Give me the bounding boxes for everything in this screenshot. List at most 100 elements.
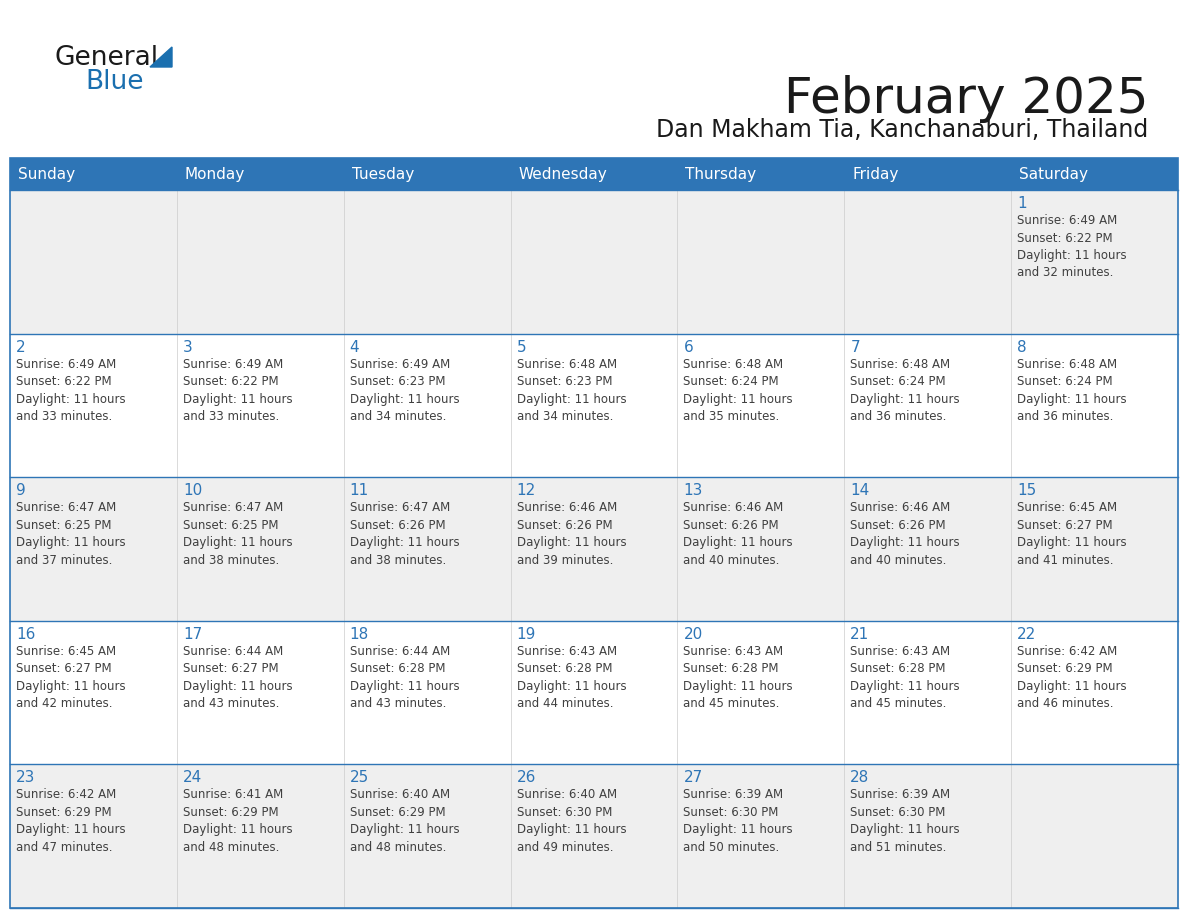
Text: Sunrise: 6:49 AM
Sunset: 6:22 PM
Daylight: 11 hours
and 33 minutes.: Sunrise: 6:49 AM Sunset: 6:22 PM Dayligh… xyxy=(15,358,126,423)
Text: February 2025: February 2025 xyxy=(784,75,1148,123)
Text: Sunday: Sunday xyxy=(18,166,75,182)
Bar xyxy=(1011,333,1178,477)
Bar xyxy=(343,621,511,765)
Text: 26: 26 xyxy=(517,770,536,786)
Text: Sunrise: 6:49 AM
Sunset: 6:23 PM
Daylight: 11 hours
and 34 minutes.: Sunrise: 6:49 AM Sunset: 6:23 PM Dayligh… xyxy=(349,358,460,423)
Bar xyxy=(845,190,1011,333)
Text: 16: 16 xyxy=(15,627,36,642)
Text: 10: 10 xyxy=(183,483,202,498)
Bar xyxy=(1011,765,1178,908)
Bar xyxy=(511,190,677,333)
Text: Sunrise: 6:47 AM
Sunset: 6:25 PM
Daylight: 11 hours
and 38 minutes.: Sunrise: 6:47 AM Sunset: 6:25 PM Dayligh… xyxy=(183,501,292,566)
Text: 22: 22 xyxy=(1017,627,1036,642)
Text: 11: 11 xyxy=(349,483,369,498)
Text: Blue: Blue xyxy=(86,69,144,95)
Text: Sunrise: 6:39 AM
Sunset: 6:30 PM
Daylight: 11 hours
and 50 minutes.: Sunrise: 6:39 AM Sunset: 6:30 PM Dayligh… xyxy=(683,789,794,854)
Text: 27: 27 xyxy=(683,770,702,786)
Bar xyxy=(677,477,845,621)
Text: 24: 24 xyxy=(183,770,202,786)
Text: 25: 25 xyxy=(349,770,369,786)
Bar xyxy=(10,765,177,908)
Text: 5: 5 xyxy=(517,340,526,354)
Text: 9: 9 xyxy=(15,483,26,498)
Text: 20: 20 xyxy=(683,627,702,642)
Text: Sunrise: 6:41 AM
Sunset: 6:29 PM
Daylight: 11 hours
and 48 minutes.: Sunrise: 6:41 AM Sunset: 6:29 PM Dayligh… xyxy=(183,789,292,854)
Bar xyxy=(10,158,1178,908)
Bar xyxy=(10,190,177,333)
Text: Sunrise: 6:49 AM
Sunset: 6:22 PM
Daylight: 11 hours
and 33 minutes.: Sunrise: 6:49 AM Sunset: 6:22 PM Dayligh… xyxy=(183,358,292,423)
Text: Sunrise: 6:48 AM
Sunset: 6:24 PM
Daylight: 11 hours
and 36 minutes.: Sunrise: 6:48 AM Sunset: 6:24 PM Dayligh… xyxy=(851,358,960,423)
Bar xyxy=(1011,477,1178,621)
Text: 7: 7 xyxy=(851,340,860,354)
Bar xyxy=(10,333,177,477)
Text: 8: 8 xyxy=(1017,340,1026,354)
Bar xyxy=(677,765,845,908)
Bar xyxy=(177,621,343,765)
Text: 18: 18 xyxy=(349,627,369,642)
Text: 21: 21 xyxy=(851,627,870,642)
Text: Sunrise: 6:48 AM
Sunset: 6:24 PM
Daylight: 11 hours
and 36 minutes.: Sunrise: 6:48 AM Sunset: 6:24 PM Dayligh… xyxy=(1017,358,1126,423)
Text: General: General xyxy=(55,45,159,71)
Text: 17: 17 xyxy=(183,627,202,642)
Text: 2: 2 xyxy=(15,340,26,354)
Bar xyxy=(10,477,177,621)
Text: Sunrise: 6:48 AM
Sunset: 6:23 PM
Daylight: 11 hours
and 34 minutes.: Sunrise: 6:48 AM Sunset: 6:23 PM Dayligh… xyxy=(517,358,626,423)
Text: Sunrise: 6:42 AM
Sunset: 6:29 PM
Daylight: 11 hours
and 47 minutes.: Sunrise: 6:42 AM Sunset: 6:29 PM Dayligh… xyxy=(15,789,126,854)
Text: Sunrise: 6:47 AM
Sunset: 6:26 PM
Daylight: 11 hours
and 38 minutes.: Sunrise: 6:47 AM Sunset: 6:26 PM Dayligh… xyxy=(349,501,460,566)
Text: Sunrise: 6:46 AM
Sunset: 6:26 PM
Daylight: 11 hours
and 39 minutes.: Sunrise: 6:46 AM Sunset: 6:26 PM Dayligh… xyxy=(517,501,626,566)
Bar xyxy=(677,333,845,477)
Text: 15: 15 xyxy=(1017,483,1036,498)
Text: 6: 6 xyxy=(683,340,693,354)
Bar xyxy=(511,621,677,765)
Text: Tuesday: Tuesday xyxy=(352,166,413,182)
Text: Sunrise: 6:43 AM
Sunset: 6:28 PM
Daylight: 11 hours
and 44 minutes.: Sunrise: 6:43 AM Sunset: 6:28 PM Dayligh… xyxy=(517,644,626,711)
Text: Wednesday: Wednesday xyxy=(519,166,607,182)
Text: 1: 1 xyxy=(1017,196,1026,211)
Text: Sunrise: 6:48 AM
Sunset: 6:24 PM
Daylight: 11 hours
and 35 minutes.: Sunrise: 6:48 AM Sunset: 6:24 PM Dayligh… xyxy=(683,358,794,423)
Bar xyxy=(1011,190,1178,333)
Text: Thursday: Thursday xyxy=(685,166,757,182)
Text: Dan Makham Tia, Kanchanaburi, Thailand: Dan Makham Tia, Kanchanaburi, Thailand xyxy=(656,118,1148,142)
Text: 14: 14 xyxy=(851,483,870,498)
Text: Sunrise: 6:45 AM
Sunset: 6:27 PM
Daylight: 11 hours
and 41 minutes.: Sunrise: 6:45 AM Sunset: 6:27 PM Dayligh… xyxy=(1017,501,1126,566)
Text: 13: 13 xyxy=(683,483,703,498)
Text: 28: 28 xyxy=(851,770,870,786)
Text: Monday: Monday xyxy=(185,166,245,182)
Bar xyxy=(343,333,511,477)
Text: Sunrise: 6:44 AM
Sunset: 6:27 PM
Daylight: 11 hours
and 43 minutes.: Sunrise: 6:44 AM Sunset: 6:27 PM Dayligh… xyxy=(183,644,292,711)
Text: 12: 12 xyxy=(517,483,536,498)
Text: Sunrise: 6:46 AM
Sunset: 6:26 PM
Daylight: 11 hours
and 40 minutes.: Sunrise: 6:46 AM Sunset: 6:26 PM Dayligh… xyxy=(683,501,794,566)
Bar xyxy=(511,477,677,621)
Bar xyxy=(677,190,845,333)
Bar xyxy=(343,477,511,621)
Text: Saturday: Saturday xyxy=(1019,166,1088,182)
Bar xyxy=(343,765,511,908)
Bar xyxy=(177,477,343,621)
Text: Sunrise: 6:46 AM
Sunset: 6:26 PM
Daylight: 11 hours
and 40 minutes.: Sunrise: 6:46 AM Sunset: 6:26 PM Dayligh… xyxy=(851,501,960,566)
Bar xyxy=(1011,621,1178,765)
Text: Sunrise: 6:49 AM
Sunset: 6:22 PM
Daylight: 11 hours
and 32 minutes.: Sunrise: 6:49 AM Sunset: 6:22 PM Dayligh… xyxy=(1017,214,1126,279)
Text: Sunrise: 6:44 AM
Sunset: 6:28 PM
Daylight: 11 hours
and 43 minutes.: Sunrise: 6:44 AM Sunset: 6:28 PM Dayligh… xyxy=(349,644,460,711)
Bar xyxy=(10,621,177,765)
Bar xyxy=(177,333,343,477)
Text: Sunrise: 6:43 AM
Sunset: 6:28 PM
Daylight: 11 hours
and 45 minutes.: Sunrise: 6:43 AM Sunset: 6:28 PM Dayligh… xyxy=(851,644,960,711)
Bar xyxy=(845,621,1011,765)
Text: Sunrise: 6:45 AM
Sunset: 6:27 PM
Daylight: 11 hours
and 42 minutes.: Sunrise: 6:45 AM Sunset: 6:27 PM Dayligh… xyxy=(15,644,126,711)
Text: Sunrise: 6:39 AM
Sunset: 6:30 PM
Daylight: 11 hours
and 51 minutes.: Sunrise: 6:39 AM Sunset: 6:30 PM Dayligh… xyxy=(851,789,960,854)
Text: Sunrise: 6:42 AM
Sunset: 6:29 PM
Daylight: 11 hours
and 46 minutes.: Sunrise: 6:42 AM Sunset: 6:29 PM Dayligh… xyxy=(1017,644,1126,711)
Text: Sunrise: 6:43 AM
Sunset: 6:28 PM
Daylight: 11 hours
and 45 minutes.: Sunrise: 6:43 AM Sunset: 6:28 PM Dayligh… xyxy=(683,644,794,711)
Bar xyxy=(10,158,1178,190)
Bar xyxy=(845,765,1011,908)
Bar xyxy=(177,190,343,333)
Bar xyxy=(677,621,845,765)
Bar xyxy=(511,333,677,477)
Text: Friday: Friday xyxy=(852,166,898,182)
Bar xyxy=(845,333,1011,477)
Text: 23: 23 xyxy=(15,770,36,786)
Text: 4: 4 xyxy=(349,340,359,354)
Bar xyxy=(343,190,511,333)
Bar xyxy=(511,765,677,908)
Text: 19: 19 xyxy=(517,627,536,642)
Bar xyxy=(177,765,343,908)
Bar xyxy=(845,477,1011,621)
